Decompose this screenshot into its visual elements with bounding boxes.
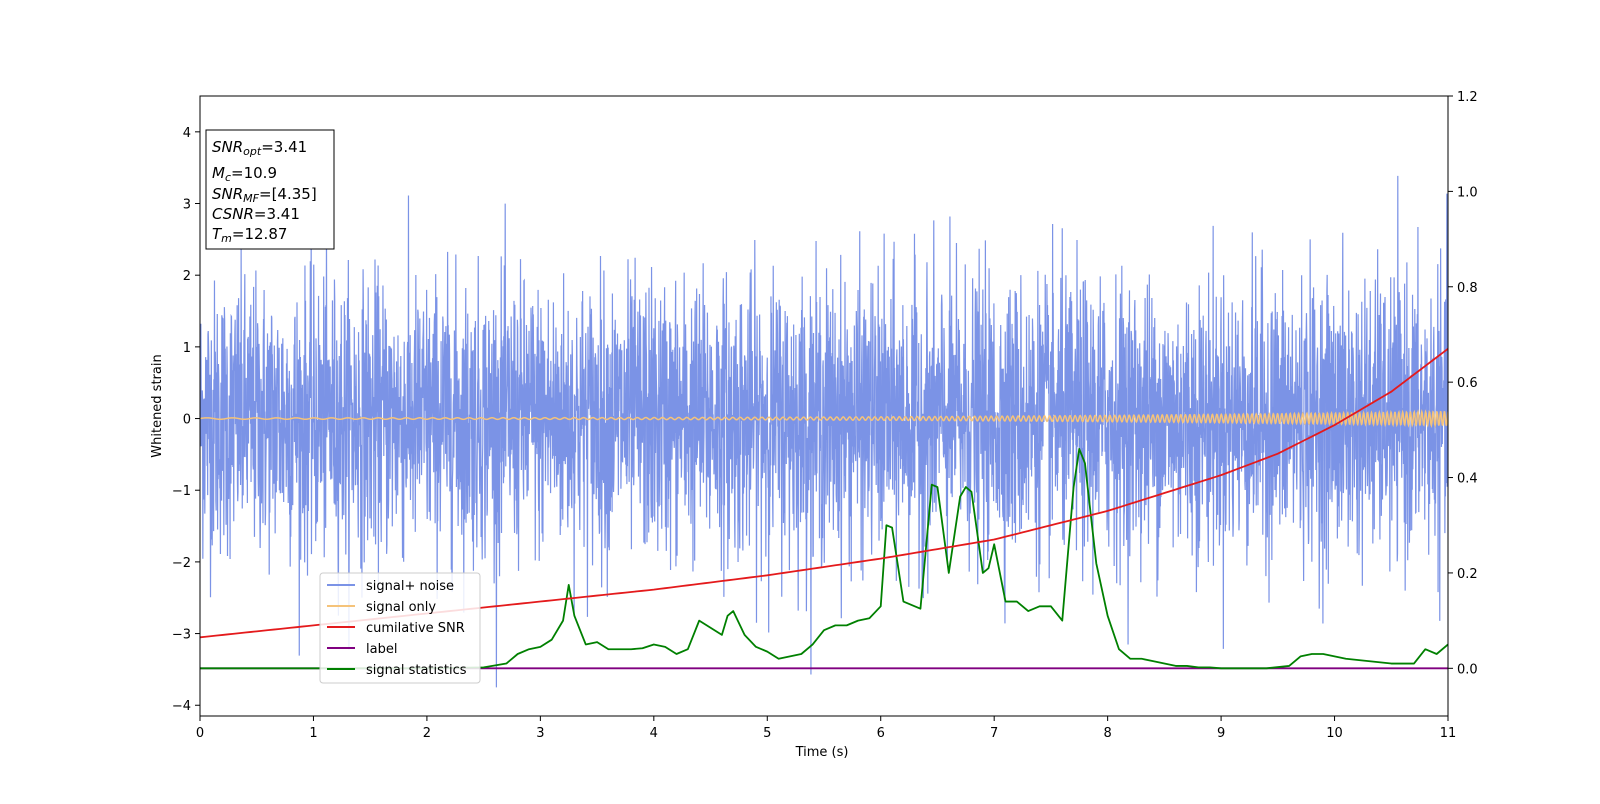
legend-frame [319,572,481,684]
yr-tick-label-2: 0.4 [1457,472,1478,487]
x-tick-label-7: 7 [990,726,998,741]
info-mc: Mc=10.9 [212,164,277,184]
yr-tick-label-6: 1.2 [1457,90,1478,105]
y-axis-left: −4 −3 −2 −1 0 1 2 3 4 [172,126,200,714]
x-tick-label-6: 6 [877,726,885,741]
x-tick-label-3: 3 [536,726,544,741]
legend-label-stat: signal statistics [366,663,467,678]
y-axis-label: Whitened strain [150,354,165,457]
x-tick-label-10: 10 [1326,726,1343,741]
x-tick-label-5: 5 [763,726,771,741]
plot-frame [199,95,1449,717]
y-tick-label-7: 3 [183,198,191,213]
y-tick-label-4: 0 [183,413,191,428]
x-tick-label-0: 0 [196,726,204,741]
yr-tick-label-3: 0.6 [1457,376,1478,391]
info-box-frame [205,129,335,250]
y-tick-label-0: −4 [172,699,191,714]
y-tick-label-6: 2 [183,269,191,284]
legend: signal+ noise signal only cumilative SNR… [319,572,481,684]
y-tick-label-5: 1 [183,341,191,356]
info-snr-mf: SNRMF=[4.35] [212,185,317,205]
y-tick-label-1: −3 [172,628,191,643]
y-tick-label-3: −1 [172,484,191,499]
y-axis-right: 0.0 0.2 0.4 0.6 0.8 1.0 1.2 [1448,90,1478,677]
info-box: SNRopt=3.41 Mc=10.9 SNRMF=[4.35] CSNR=3.… [205,129,335,250]
yr-tick-label-0: 0.0 [1457,662,1478,677]
info-tm: Tm=12.87 [212,225,287,245]
x-tick-label-4: 4 [650,726,658,741]
series-signal-noise [200,175,1448,688]
yr-tick-label-4: 0.8 [1457,281,1478,296]
legend-label-csnr: cumilative SNR [366,621,465,636]
yr-tick-label-1: 0.2 [1457,567,1478,582]
x-tick-label-9: 9 [1217,726,1225,741]
legend-label-noise: signal+ noise [366,579,454,594]
x-axis-label: Time (s) [795,745,849,760]
series-signal-only [200,408,1448,429]
x-tick-label-11: 11 [1440,726,1457,741]
legend-label-signal: signal only [366,600,436,615]
yr-tick-label-5: 1.0 [1457,185,1478,200]
info-csnr: CSNR=3.41 [212,205,300,223]
x-axis: 0 1 2 3 4 5 6 7 8 9 10 11 [196,716,1456,741]
legend-label-label: label [366,642,397,657]
series-signal-statistics [200,448,1448,670]
info-snr-opt: SNRopt=3.41 [212,138,307,158]
x-tick-label-8: 8 [1103,726,1111,741]
y-tick-label-8: 4 [183,126,191,141]
x-tick-label-2: 2 [423,726,431,741]
x-tick-label-1: 1 [309,726,317,741]
y-tick-label-2: −2 [172,556,191,571]
